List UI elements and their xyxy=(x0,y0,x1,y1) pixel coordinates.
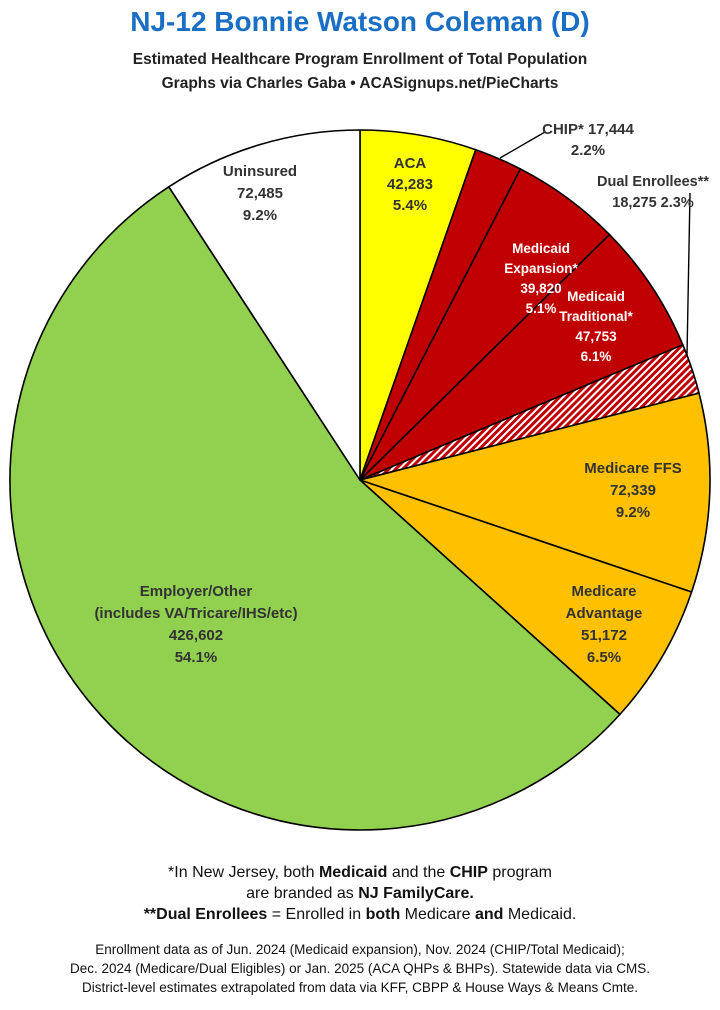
slice-labels: ACA 42,283 5.4% CHIP* 17,444 2.2% Medicaid Exp… xyxy=(94,121,709,666)
chart-subtitle: Estimated Healthcare Program Enrollment … xyxy=(132,51,588,68)
footnote-line-2: are branded as NJ FamilyCare. xyxy=(246,885,474,902)
footnotes: *In New Jersey, both Medicaid and the CH… xyxy=(0,862,720,925)
pie-slice-medicaid-traditional xyxy=(359,233,684,481)
slice-label: Dual Enrollees** 18,275 2.3% xyxy=(597,174,709,211)
pie-slices xyxy=(9,129,711,831)
slice-label: Employer/Other (includes VA/Tricare/IHS/e… xyxy=(94,583,297,666)
chart-title: NJ-12 Bonnie Watson Coleman (D) xyxy=(130,6,590,37)
pie-slice-medicare-ffs xyxy=(359,392,711,593)
leader-line xyxy=(686,192,691,356)
slice-label: ACA 42,283 5.4% xyxy=(387,155,433,214)
pie-slice-uninsured xyxy=(168,129,361,481)
source-line-1: Enrollment data as of Jun. 2024 (Medicai… xyxy=(95,942,625,957)
slice-label: Medicaid Expansion* 39,820 5.1% xyxy=(504,241,578,316)
slice-label: Medicare Advantage 51,172 6.5% xyxy=(566,583,643,666)
slice-label: Medicare FFS 72,339 9.2% xyxy=(584,460,682,521)
leader-line xyxy=(499,131,546,159)
slice-label: CHIP* 17,444 2.2% xyxy=(542,121,634,159)
pie-slice-medicare-advantage xyxy=(359,479,693,716)
slice-label: Uninsured 72,485 9.2% xyxy=(223,163,297,224)
footnote-line-3: **Dual Enrollees = Enrolled in both Medi… xyxy=(143,906,577,923)
chart-credit: Graphs via Charles Gaba • ACASignups.net… xyxy=(161,75,559,92)
slice-label: Medicaid Traditional* 47,753 6.1% xyxy=(559,289,633,364)
pie-chart: ACA 42,283 5.4% CHIP* 17,444 2.2% Medicaid Exp… xyxy=(9,121,711,831)
footnote-line-1: *In New Jersey, both Medicaid and the CH… xyxy=(168,864,552,881)
leader-lines xyxy=(499,131,691,356)
source-line-3: District-level estimates extrapolated fr… xyxy=(82,980,638,995)
source-notes: Enrollment data as of Jun. 2024 (Medicai… xyxy=(0,940,720,997)
source-line-2: Dec. 2024 (Medicare/Dual Eligibles) or J… xyxy=(70,961,650,976)
pie-slice-employer-other-includes-va-tricare-ihs-etc xyxy=(9,186,621,831)
